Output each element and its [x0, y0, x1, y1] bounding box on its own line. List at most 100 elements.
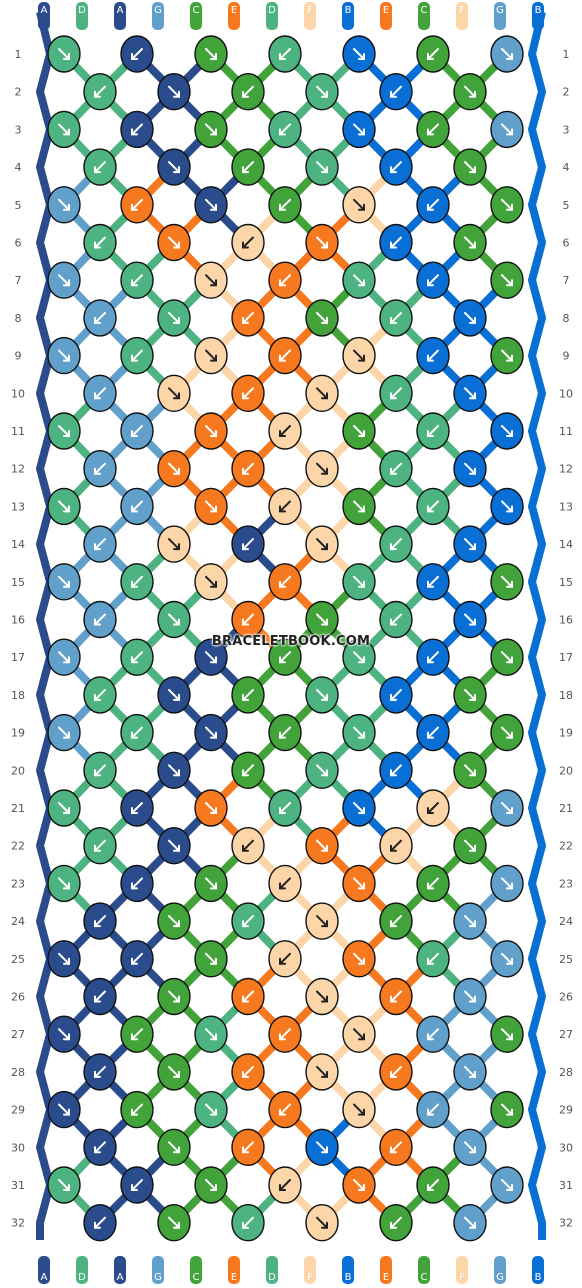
- knot[interactable]: [453, 299, 487, 337]
- knot[interactable]: [47, 336, 81, 375]
- knot[interactable]: [416, 1166, 450, 1204]
- knot[interactable]: [157, 1053, 191, 1091]
- knot[interactable]: [490, 261, 524, 299]
- knot[interactable]: [120, 563, 154, 601]
- knot[interactable]: [194, 789, 228, 827]
- knot[interactable]: [490, 864, 524, 903]
- knot[interactable]: [157, 525, 191, 563]
- knot[interactable]: [83, 977, 117, 1016]
- knot[interactable]: [268, 261, 302, 299]
- knot[interactable]: [379, 450, 413, 488]
- knot[interactable]: [231, 72, 265, 111]
- knot[interactable]: [416, 336, 450, 375]
- knot[interactable]: [453, 1203, 487, 1242]
- knot[interactable]: [305, 1203, 339, 1242]
- knot[interactable]: [157, 902, 191, 940]
- knot[interactable]: [490, 487, 524, 526]
- knot[interactable]: [120, 638, 154, 676]
- knot[interactable]: [379, 1203, 413, 1242]
- knot[interactable]: [83, 902, 117, 940]
- knot[interactable]: [157, 1203, 191, 1242]
- knot[interactable]: [453, 902, 487, 940]
- knot[interactable]: [231, 751, 265, 789]
- knot[interactable]: [305, 1053, 339, 1091]
- knot[interactable]: [83, 525, 117, 563]
- knot[interactable]: [120, 261, 154, 299]
- knot[interactable]: [194, 35, 228, 73]
- knot[interactable]: [120, 412, 154, 450]
- knot[interactable]: [453, 600, 487, 639]
- knot[interactable]: [194, 186, 228, 224]
- knot[interactable]: [379, 374, 413, 412]
- knot[interactable]: [231, 902, 265, 940]
- knot[interactable]: [305, 977, 339, 1016]
- knot[interactable]: [268, 487, 302, 526]
- knot[interactable]: [305, 525, 339, 563]
- knot[interactable]: [157, 223, 191, 262]
- knot[interactable]: [379, 902, 413, 940]
- knot[interactable]: [120, 186, 154, 224]
- knot[interactable]: [120, 35, 154, 73]
- knot[interactable]: [305, 676, 339, 714]
- knot[interactable]: [416, 1090, 450, 1129]
- knot[interactable]: [453, 1128, 487, 1167]
- knot[interactable]: [490, 789, 524, 827]
- knot[interactable]: [47, 638, 81, 676]
- knot[interactable]: [490, 713, 524, 752]
- knot[interactable]: [231, 676, 265, 714]
- knot[interactable]: [83, 1128, 117, 1167]
- knot[interactable]: [305, 600, 339, 639]
- knot[interactable]: [47, 789, 81, 827]
- knot[interactable]: [268, 940, 302, 978]
- knot[interactable]: [231, 223, 265, 262]
- knot[interactable]: [157, 1128, 191, 1167]
- knot[interactable]: [379, 600, 413, 639]
- knot[interactable]: [379, 299, 413, 337]
- knot[interactable]: [47, 186, 81, 224]
- knot[interactable]: [194, 336, 228, 375]
- knot[interactable]: [47, 563, 81, 601]
- knot[interactable]: [342, 487, 376, 526]
- knot[interactable]: [231, 977, 265, 1016]
- knot[interactable]: [453, 223, 487, 262]
- knot[interactable]: [194, 110, 228, 149]
- knot[interactable]: [157, 600, 191, 639]
- knot[interactable]: [120, 1015, 154, 1053]
- knot[interactable]: [120, 336, 154, 375]
- knot[interactable]: [490, 940, 524, 978]
- knot[interactable]: [305, 374, 339, 412]
- knot[interactable]: [83, 148, 117, 186]
- knot[interactable]: [120, 713, 154, 752]
- knot[interactable]: [379, 148, 413, 186]
- knot[interactable]: [490, 638, 524, 676]
- knot[interactable]: [379, 72, 413, 111]
- knot[interactable]: [83, 450, 117, 488]
- knot[interactable]: [231, 148, 265, 186]
- knot[interactable]: [416, 713, 450, 752]
- knot[interactable]: [47, 35, 81, 73]
- knot[interactable]: [416, 638, 450, 676]
- knot[interactable]: [157, 450, 191, 488]
- knot[interactable]: [453, 977, 487, 1016]
- knot[interactable]: [416, 35, 450, 73]
- knot[interactable]: [194, 261, 228, 299]
- knot[interactable]: [342, 713, 376, 752]
- knot[interactable]: [268, 35, 302, 73]
- knot[interactable]: [305, 902, 339, 940]
- knot[interactable]: [268, 336, 302, 375]
- knot[interactable]: [268, 412, 302, 450]
- knot[interactable]: [47, 110, 81, 149]
- knot[interactable]: [305, 827, 339, 865]
- knot[interactable]: [416, 563, 450, 601]
- knot[interactable]: [268, 713, 302, 752]
- knot[interactable]: [231, 827, 265, 865]
- knot[interactable]: [453, 751, 487, 789]
- knot[interactable]: [342, 35, 376, 73]
- knot[interactable]: [342, 940, 376, 978]
- knot[interactable]: [416, 412, 450, 450]
- knot[interactable]: [268, 1090, 302, 1129]
- knot[interactable]: [47, 864, 81, 903]
- knot[interactable]: [83, 223, 117, 262]
- knot[interactable]: [194, 412, 228, 450]
- knot[interactable]: [268, 110, 302, 149]
